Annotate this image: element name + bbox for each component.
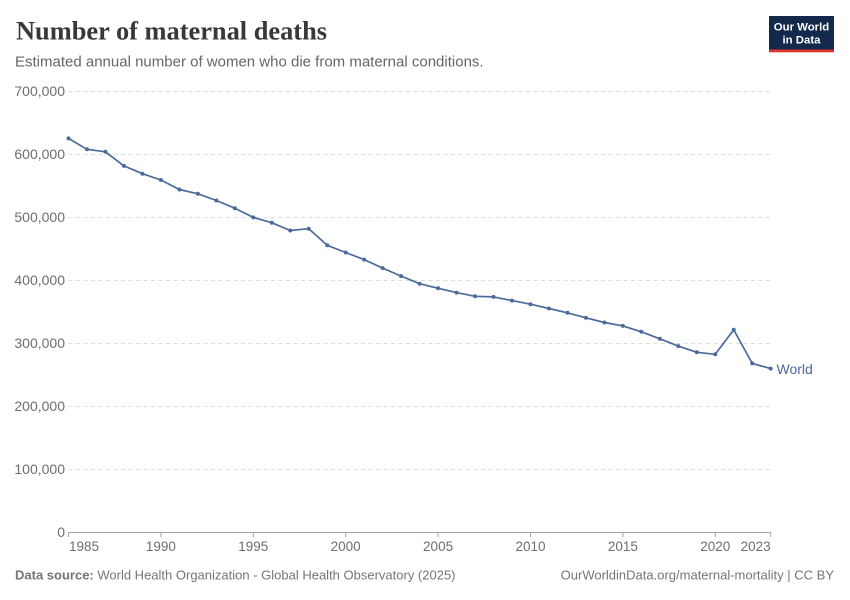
- svg-text:700,000: 700,000: [14, 83, 65, 99]
- svg-text:Number of maternal deaths: Number of maternal deaths: [16, 15, 327, 45]
- svg-text:2005: 2005: [423, 539, 453, 554]
- svg-text:OurWorldinData.org/maternal-mo: OurWorldinData.org/maternal-mortality | …: [561, 568, 835, 583]
- svg-text:200,000: 200,000: [14, 398, 65, 414]
- svg-text:500,000: 500,000: [14, 209, 65, 225]
- svg-text:2015: 2015: [608, 539, 638, 554]
- svg-text:1985: 1985: [69, 539, 99, 554]
- svg-text:0: 0: [57, 524, 65, 540]
- svg-text:600,000: 600,000: [14, 146, 65, 162]
- svg-text:300,000: 300,000: [14, 335, 65, 351]
- svg-text:2020: 2020: [700, 539, 730, 554]
- svg-text:1995: 1995: [238, 539, 268, 554]
- svg-text:2000: 2000: [331, 539, 361, 554]
- svg-text:400,000: 400,000: [14, 272, 65, 288]
- svg-text:2023: 2023: [741, 539, 771, 554]
- svg-text:2010: 2010: [515, 539, 545, 554]
- svg-text:Our World: Our World: [774, 22, 830, 34]
- svg-text:in Data: in Data: [783, 35, 822, 47]
- svg-text:Data source: World Health Orga: Data source: World Health Organization -…: [15, 568, 456, 583]
- svg-text:World: World: [777, 361, 813, 377]
- svg-text:Estimated annual number of wom: Estimated annual number of women who die…: [15, 53, 484, 70]
- svg-text:100,000: 100,000: [14, 461, 65, 477]
- svg-text:1990: 1990: [146, 539, 176, 554]
